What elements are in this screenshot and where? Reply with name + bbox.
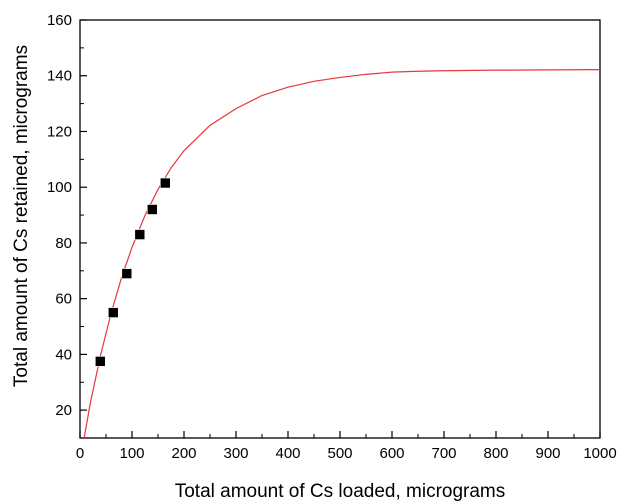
data-point (159, 177, 171, 189)
x-tick-label: 600 (379, 445, 404, 462)
x-tick-label: 800 (483, 445, 508, 462)
y-tick-label: 80 (55, 235, 72, 252)
y-tick-label: 140 (47, 68, 72, 85)
fit-curve-layer (83, 69, 601, 439)
plot-frame (79, 19, 601, 439)
y-tick-label: 120 (47, 123, 72, 140)
x-tick-label: 900 (535, 445, 560, 462)
x-tick-label: 0 (76, 445, 84, 462)
y-axis-title: Total amount of Cs retained, micrograms (11, 45, 32, 387)
x-tick-label: 1000 (583, 445, 616, 462)
x-tick-label: 300 (223, 445, 248, 462)
x-tick-label: 400 (275, 445, 300, 462)
x-axis-title: Total amount of Cs loaded, micrograms (175, 481, 506, 502)
x-tick-label: 100 (119, 445, 144, 462)
data-point (94, 356, 106, 367)
y-tick-label: 40 (55, 346, 72, 363)
fit-curve (83, 69, 601, 439)
data-point (121, 268, 133, 279)
y-tick-label: 100 (47, 179, 72, 196)
tick-labels-layer: 0 100 200 300 400 500 600 700 800 900 1000 20 40 60 80… (47, 12, 617, 462)
data-point (146, 204, 158, 215)
y-tick-label: 60 (55, 291, 72, 308)
data-points-layer (94, 177, 171, 367)
axes (79, 19, 601, 439)
x-tick-label: 200 (171, 445, 196, 462)
data-point (134, 229, 146, 240)
y-tick-label: 20 (55, 402, 72, 419)
x-tick-label: 500 (327, 445, 352, 462)
y-tick-label: 160 (47, 12, 72, 29)
x-tick-label: 700 (431, 445, 456, 462)
data-point (107, 307, 119, 318)
